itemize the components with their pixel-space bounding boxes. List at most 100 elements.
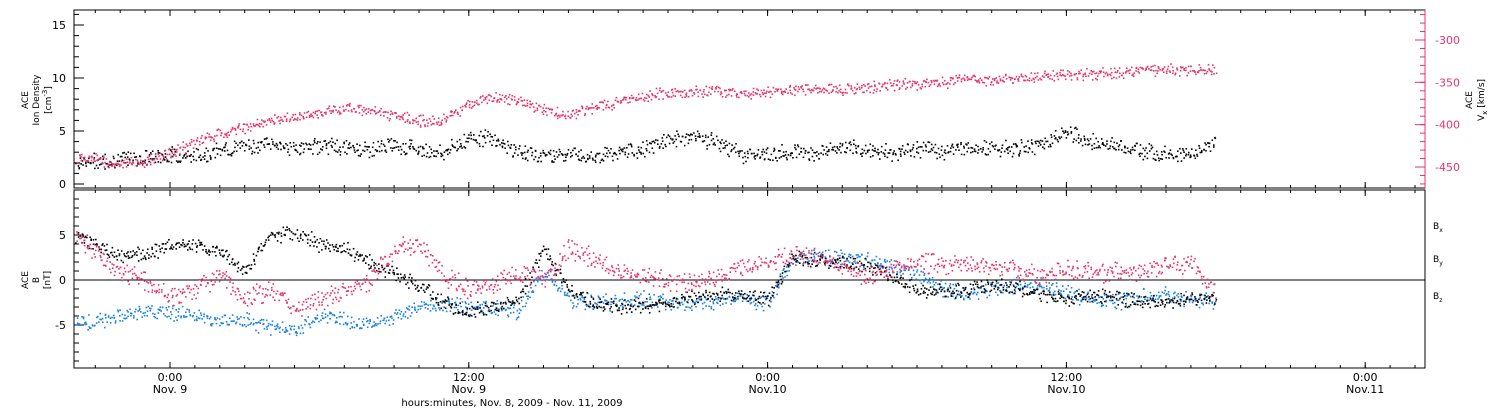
density-point	[368, 156, 371, 159]
by-point	[551, 280, 554, 282]
velocity-point	[591, 107, 593, 109]
bx-point	[719, 291, 722, 293]
by-point	[631, 299, 633, 301]
velocity-point	[409, 122, 411, 125]
by-point	[373, 321, 375, 323]
density-point	[980, 148, 982, 150]
bx-point	[393, 272, 395, 274]
velocity-point	[291, 116, 294, 119]
density-point	[880, 151, 883, 153]
density-point	[539, 155, 542, 157]
density-point	[433, 150, 435, 152]
velocity-point	[1114, 71, 1117, 74]
by-point	[383, 317, 386, 320]
by-point	[1033, 290, 1036, 293]
density-point	[866, 151, 869, 153]
velocity-point	[898, 88, 901, 91]
density-point	[645, 140, 648, 142]
density-point	[390, 147, 392, 149]
velocity-point	[688, 89, 691, 92]
velocity-point	[685, 95, 688, 97]
density-point	[982, 147, 984, 149]
velocity-point	[90, 159, 93, 162]
density-point	[126, 156, 129, 158]
velocity-point	[892, 82, 895, 85]
bx-point	[236, 270, 239, 273]
bx-point	[264, 241, 267, 244]
density-point	[114, 166, 116, 169]
by-point	[1177, 296, 1180, 298]
by-point	[1163, 292, 1165, 295]
bx-point	[428, 284, 431, 287]
velocity-point	[1163, 71, 1165, 73]
density-point	[764, 158, 766, 160]
velocity-point	[1001, 79, 1004, 82]
by-point	[130, 314, 132, 317]
bx-point	[801, 256, 803, 258]
velocity-point	[1040, 78, 1043, 81]
velocity-point	[724, 89, 726, 92]
velocity-point	[780, 88, 782, 90]
bx-point	[185, 245, 187, 247]
by-point	[1143, 287, 1145, 290]
velocity-point	[1030, 79, 1033, 82]
velocity-point	[810, 91, 812, 94]
density-point	[904, 153, 906, 156]
bx-point	[548, 258, 551, 261]
by-point	[345, 322, 347, 325]
velocity-point	[281, 118, 283, 121]
by-point	[532, 290, 534, 292]
velocity-point	[763, 89, 765, 91]
density-point	[595, 154, 597, 157]
by-point	[771, 294, 773, 296]
bx-point	[263, 245, 265, 247]
by-point	[314, 317, 317, 319]
bx-point	[307, 234, 310, 236]
bx-point	[542, 245, 545, 248]
by-point	[510, 302, 513, 304]
bx-point	[86, 236, 88, 239]
velocity-point	[869, 85, 871, 88]
velocity-point	[818, 91, 821, 93]
density-point	[1050, 145, 1052, 148]
x-tick-time: 0:00	[755, 371, 780, 384]
bx-point	[289, 229, 291, 232]
velocity-point	[227, 131, 230, 134]
by-point	[270, 334, 272, 336]
velocity-point	[101, 161, 104, 164]
velocity-point	[915, 82, 918, 85]
density-point	[1172, 157, 1175, 160]
density-point	[333, 149, 336, 152]
density-point	[451, 144, 454, 146]
by-point	[900, 274, 902, 277]
density-point	[765, 148, 768, 151]
by-point	[1141, 300, 1143, 302]
by-point	[848, 253, 850, 256]
by-point	[483, 307, 485, 309]
density-point	[681, 135, 684, 138]
density-point	[1057, 140, 1059, 143]
density-point	[200, 158, 203, 161]
density-point	[219, 154, 222, 157]
velocity-point	[670, 96, 673, 98]
by-point	[1123, 292, 1126, 294]
density-point	[449, 149, 452, 151]
by-point	[979, 287, 981, 289]
bx-point	[651, 304, 654, 306]
density-point	[1113, 147, 1116, 150]
by-point	[512, 306, 515, 309]
density-point	[592, 159, 594, 161]
velocity-point	[1210, 73, 1213, 76]
velocity-point	[1161, 68, 1164, 70]
velocity-point	[635, 99, 638, 102]
density-point	[727, 153, 729, 156]
density-point	[598, 152, 601, 155]
by-point	[500, 307, 503, 309]
bx-point	[479, 307, 481, 309]
velocity-point	[343, 110, 345, 112]
velocity-point	[596, 108, 599, 110]
velocity-point	[862, 91, 864, 94]
by-point	[998, 287, 1000, 289]
by-point	[818, 261, 820, 264]
bx-point	[713, 293, 715, 295]
